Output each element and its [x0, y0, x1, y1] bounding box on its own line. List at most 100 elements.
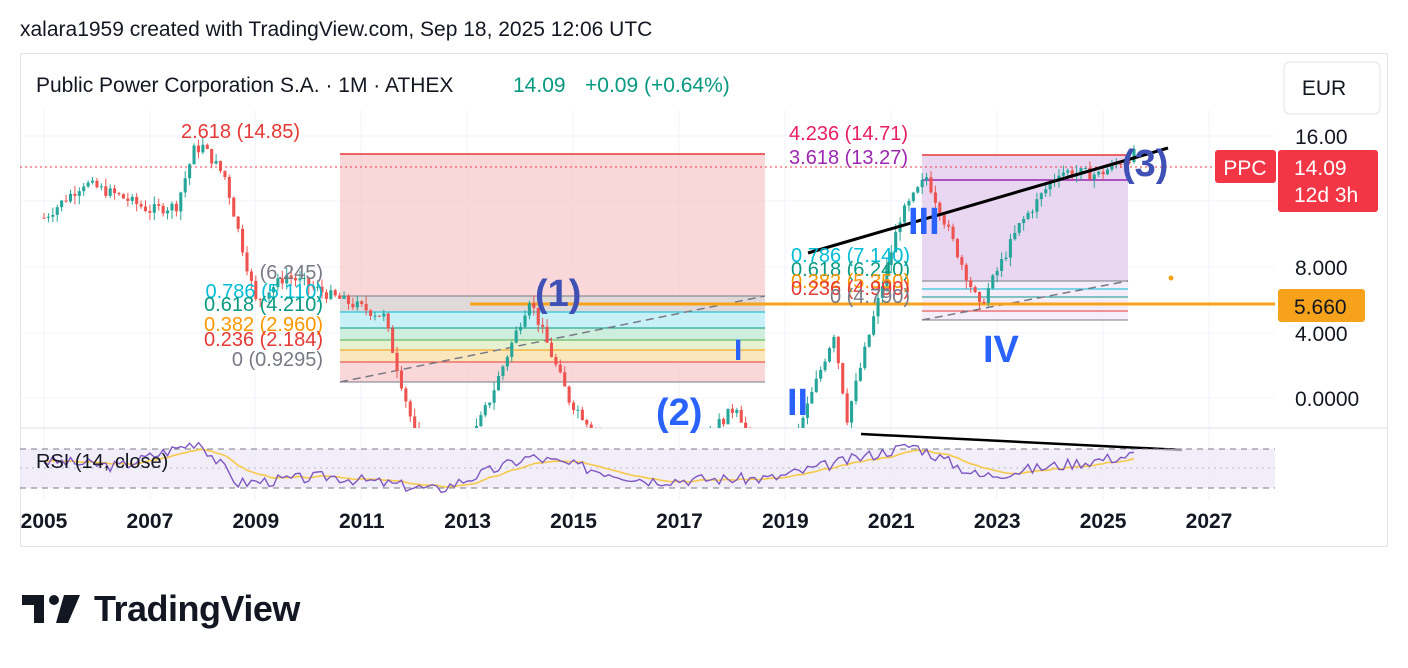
candle-body — [519, 326, 523, 331]
candle-body — [845, 393, 849, 423]
candle-body — [607, 439, 610, 447]
candle-body — [311, 286, 315, 288]
candle-body — [973, 287, 977, 293]
candle-body — [135, 196, 139, 205]
candle-body — [104, 186, 108, 196]
marker-dot — [1168, 275, 1174, 281]
fib-retracement-right[interactable] — [921, 154, 1129, 321]
candle-body — [805, 403, 809, 418]
legend-last: 14.09 — [513, 74, 566, 97]
y-tick-16: 16.00 — [1295, 126, 1348, 149]
candle-body — [68, 193, 73, 202]
wave-label-III: III — [908, 201, 940, 243]
candle-body — [1066, 170, 1070, 173]
candle-body — [722, 418, 726, 425]
candle-body — [969, 280, 973, 288]
candle-body — [355, 301, 359, 308]
candle-body — [42, 217, 46, 219]
price-scale[interactable]: 16.00 8.000 4.000 0.0000 — [1295, 126, 1359, 411]
tradingview-logo[interactable]: TradingView — [22, 588, 300, 630]
candle-body — [496, 375, 501, 391]
attribution: xalara1959 created with TradingView.com,… — [20, 18, 653, 41]
candle-body — [130, 196, 134, 201]
candle-body — [293, 277, 298, 281]
candle-body — [254, 280, 258, 299]
candle-body — [841, 363, 845, 394]
candle-body — [223, 170, 227, 178]
fib-label-peak: 2.618 (14.85) — [181, 121, 300, 143]
rsi-pane[interactable] — [20, 441, 1275, 494]
candle-body — [1092, 174, 1096, 180]
candle-body — [947, 224, 951, 227]
candle-body — [1083, 168, 1087, 170]
candle-body — [1044, 189, 1048, 194]
candle-body — [471, 443, 474, 447]
fib-label-right-3: 0.236 (4.990) — [791, 278, 910, 300]
candle-body — [1097, 171, 1101, 175]
candle-body — [307, 278, 311, 287]
rsi-line — [43, 441, 1135, 494]
fib-label-right-4: 0 (4.790) — [830, 286, 910, 308]
candle-body — [364, 303, 368, 311]
candle-body — [982, 301, 986, 304]
fib-ext-label-0: 4.236 (14.71) — [789, 123, 908, 145]
wave-label-I: I — [734, 334, 742, 367]
candle-body — [907, 200, 911, 206]
tradingview-logo-icon — [22, 595, 80, 623]
candle-body — [589, 424, 593, 428]
x-tick-2017: 2017 — [656, 510, 703, 533]
candle-body — [95, 180, 99, 188]
candle-body — [955, 239, 960, 258]
level-tag-value: 5.660 — [1294, 296, 1347, 319]
candle-body — [850, 401, 854, 423]
candle-body — [598, 432, 601, 437]
candle-body — [188, 164, 192, 179]
candle-body — [395, 352, 399, 371]
candle-body — [863, 346, 867, 368]
candle-body — [121, 194, 125, 199]
candle-body — [399, 370, 403, 389]
candle-body — [157, 204, 161, 206]
upper-trendline[interactable] — [807, 146, 1169, 255]
candle-body — [117, 193, 121, 195]
candle-body — [440, 503, 443, 520]
candle-body — [704, 439, 707, 443]
candle-body — [245, 252, 249, 272]
candle-body — [351, 303, 355, 308]
candle-body — [510, 342, 514, 357]
fib-label-left-1: 0.786 (5.110) — [206, 281, 324, 303]
candle-body — [964, 264, 968, 281]
candle-body — [889, 252, 893, 265]
candle-body — [333, 290, 337, 296]
candle-body — [1030, 211, 1035, 213]
candle-body — [775, 489, 778, 508]
candle-body — [113, 188, 117, 194]
candle-body — [823, 361, 827, 371]
candle-body — [285, 275, 289, 284]
candle-body — [572, 402, 576, 411]
candles — [42, 137, 1136, 520]
candle-body — [201, 144, 205, 153]
currency-label: EUR — [1302, 77, 1346, 100]
candle-body — [739, 409, 743, 423]
rsi-divergence-line[interactable] — [860, 432, 1183, 452]
price-tag: PPC 14.09 12d 3h — [1215, 150, 1378, 212]
candle-body — [1000, 259, 1004, 271]
time-axis[interactable]: 2005 2007 2009 2011 2013 2015 2017 2019 2021 2023… — [21, 510, 1233, 533]
fib-label-right-0: 0.786 (7.140) — [791, 245, 910, 267]
candle-body — [324, 292, 328, 299]
candle-body — [1013, 232, 1017, 240]
y-tick-8: 8.000 — [1295, 257, 1348, 280]
candle-body — [342, 295, 346, 299]
candle-body — [1022, 218, 1026, 224]
candle-body — [218, 161, 223, 171]
candle-body — [977, 292, 982, 302]
currency-button[interactable]: EUR — [1283, 61, 1381, 115]
wave-label-3: (3) — [1122, 143, 1168, 185]
candle-body — [77, 191, 81, 196]
candle-body — [205, 144, 209, 149]
candle-body — [1057, 175, 1061, 180]
candle-body — [148, 211, 152, 213]
price-tag-symbol: PPC — [1223, 157, 1266, 180]
